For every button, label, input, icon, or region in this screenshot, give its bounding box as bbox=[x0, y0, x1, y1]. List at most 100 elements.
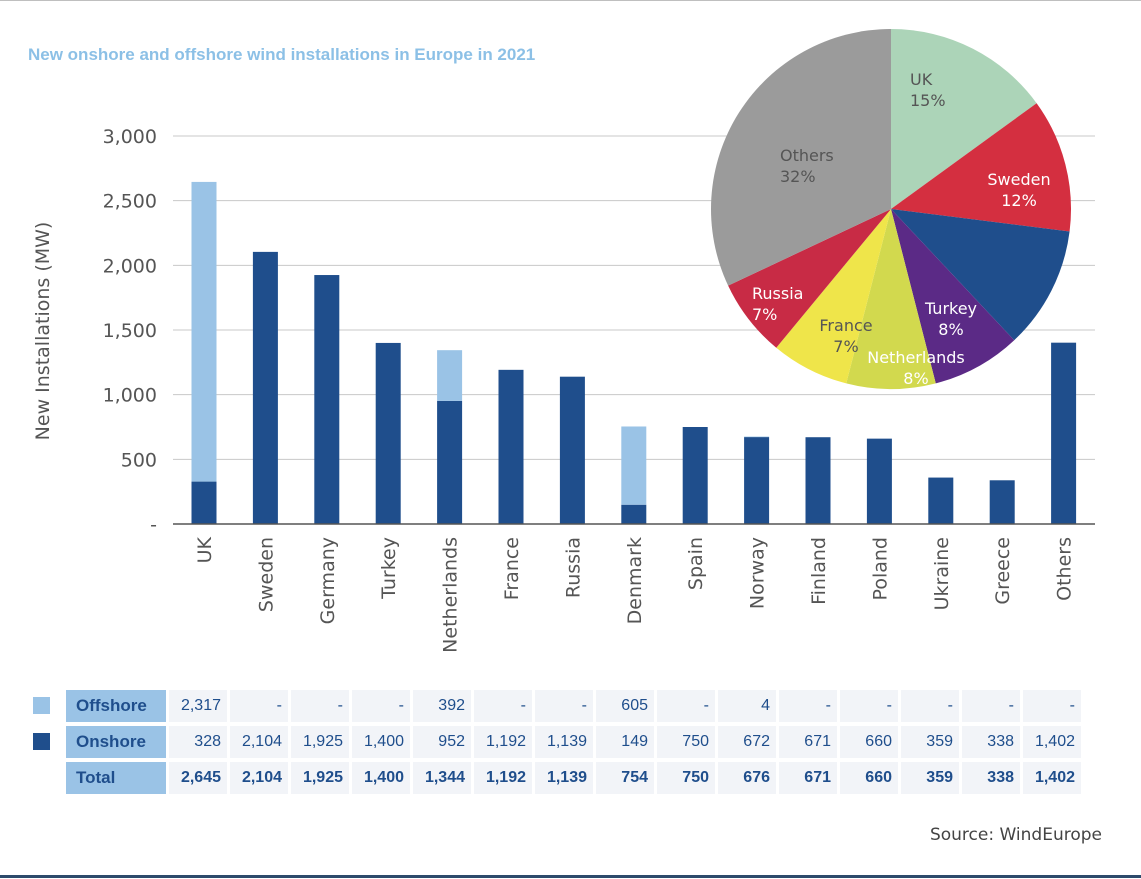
table-cell: 1,344 bbox=[413, 762, 471, 794]
chart-title: New onshore and offshore wind installati… bbox=[28, 45, 535, 64]
table-cell: 338 bbox=[962, 726, 1020, 758]
pie-chart: UK15%Sweden12%Germany11%Turkey8%Netherla… bbox=[710, 29, 1071, 390]
table-cell: 605 bbox=[596, 690, 654, 722]
x-tick-label: France bbox=[501, 537, 523, 600]
table-cell: 328 bbox=[169, 726, 227, 758]
pie-pct-label: 12% bbox=[1001, 191, 1037, 210]
table-cell: 750 bbox=[657, 762, 715, 794]
table-cell: 2,104 bbox=[230, 762, 288, 794]
pie-pct-label: 32% bbox=[780, 167, 816, 186]
bars bbox=[191, 181, 1077, 524]
x-tick-label: Greece bbox=[992, 537, 1014, 605]
table-cell: - bbox=[901, 690, 959, 722]
x-tick-label: Denmark bbox=[624, 537, 646, 624]
pie-slice-germany bbox=[891, 209, 1070, 341]
x-tick-label: Russia bbox=[562, 537, 584, 598]
bar-onshore-denmark bbox=[621, 504, 647, 524]
legend-swatch bbox=[33, 697, 50, 715]
pie-label: Sweden bbox=[987, 170, 1050, 189]
pie-pct-label: 8% bbox=[903, 369, 928, 388]
table-cell: 671 bbox=[779, 726, 837, 758]
table-row-onshore: Onshore 328 2,104 1,925 1,400 952 1,192 1,139 14… bbox=[33, 726, 1081, 758]
pie-pct-label: 15% bbox=[910, 91, 946, 110]
bar-onshore-france bbox=[498, 369, 524, 524]
x-tick-label: Spain bbox=[685, 537, 707, 590]
table-cell: 338 bbox=[962, 762, 1020, 794]
x-tick-label: Sweden bbox=[255, 537, 277, 612]
x-tick-label: Netherlands bbox=[440, 537, 462, 653]
x-tick-label: Norway bbox=[747, 537, 769, 609]
bar-onshore-ukraine bbox=[928, 477, 954, 524]
table-cell: 1,139 bbox=[535, 762, 593, 794]
x-tick-label: Others bbox=[1054, 537, 1076, 601]
table-cell: 754 bbox=[596, 762, 654, 794]
bar-onshore-norway bbox=[744, 437, 770, 524]
row-header: Total bbox=[66, 762, 166, 794]
bar-onshore-russia bbox=[559, 376, 585, 524]
table-cell: 1,402 bbox=[1023, 762, 1081, 794]
pie-label: Netherlands bbox=[867, 348, 965, 367]
table-cell: 1,139 bbox=[535, 726, 593, 758]
table-cell: 660 bbox=[840, 762, 898, 794]
legend-swatch-cell bbox=[33, 762, 63, 794]
pie-slice-russia bbox=[728, 209, 891, 348]
pie-label: Turkey bbox=[924, 299, 977, 318]
table-cell: - bbox=[1023, 690, 1081, 722]
table-cell: 952 bbox=[413, 726, 471, 758]
table-cell: 2,104 bbox=[230, 726, 288, 758]
table-cell: 671 bbox=[779, 762, 837, 794]
table-cell: - bbox=[779, 690, 837, 722]
bar-onshore-spain bbox=[682, 427, 708, 524]
data-table: Offshore 2,317- - -392- -605-4- - - - - Onshore 32… bbox=[30, 686, 1084, 798]
pie-label: Others bbox=[780, 146, 834, 165]
bar-onshore-greece bbox=[989, 480, 1015, 524]
table-cell: 1,402 bbox=[1023, 726, 1081, 758]
table-cell: - bbox=[474, 690, 532, 722]
table-cell: 359 bbox=[901, 762, 959, 794]
bar-offshore-denmark bbox=[621, 426, 647, 505]
bar-onshore-germany bbox=[314, 275, 340, 524]
pie-pct-label: 7% bbox=[752, 305, 777, 324]
x-tick-label: UK bbox=[194, 536, 216, 563]
y-tick-label: 1,000 bbox=[103, 385, 157, 407]
row-header: Onshore bbox=[66, 726, 166, 758]
table-cell: 750 bbox=[657, 726, 715, 758]
table-cell: 1,925 bbox=[291, 762, 349, 794]
legend-swatch-cell bbox=[33, 726, 63, 758]
bar-offshore-uk bbox=[191, 181, 217, 482]
x-tick-label: Poland bbox=[869, 537, 891, 600]
table-cell: - bbox=[962, 690, 1020, 722]
pie-pct-label: 7% bbox=[833, 337, 858, 356]
x-tick-label: Turkey bbox=[378, 537, 400, 600]
y-tick-label: 2,500 bbox=[103, 191, 157, 213]
y-axis-ticks: - 500 1,000 1,500 2,000 2,500 3,000 bbox=[103, 126, 157, 536]
bar-onshore-finland bbox=[805, 437, 831, 524]
table-cell: 660 bbox=[840, 726, 898, 758]
bar-onshore-others bbox=[1051, 342, 1077, 524]
x-tick-label: Finland bbox=[808, 537, 830, 605]
y-tick-label: 2,000 bbox=[103, 255, 157, 277]
pie-label: UK bbox=[910, 70, 933, 89]
source-note: Source: WindEurope bbox=[930, 825, 1102, 845]
bar-offshore-norway bbox=[744, 436, 770, 438]
pie-slice-others bbox=[710, 29, 891, 286]
table-cell: - bbox=[291, 690, 349, 722]
table-cell: 1,192 bbox=[474, 726, 532, 758]
table-cell: 1,400 bbox=[352, 762, 410, 794]
y-tick-label: - bbox=[150, 514, 157, 536]
pie-slice-sweden bbox=[891, 103, 1071, 232]
x-tick-label: Ukraine bbox=[931, 537, 953, 610]
table-cell: 1,400 bbox=[352, 726, 410, 758]
bar-onshore-sweden bbox=[252, 251, 278, 524]
table-cell: - bbox=[657, 690, 715, 722]
x-tick-label: Germany bbox=[317, 537, 339, 624]
bar-onshore-uk bbox=[191, 481, 217, 524]
bar-offshore-netherlands bbox=[437, 350, 463, 401]
legend-swatch-cell bbox=[33, 690, 63, 722]
table-cell: 2,645 bbox=[169, 762, 227, 794]
y-tick-label: 1,500 bbox=[103, 320, 157, 342]
table-cell: 672 bbox=[718, 726, 776, 758]
pie-pct-label: 8% bbox=[938, 320, 963, 339]
chart-area: New onshore and offshore wind installati… bbox=[28, 29, 1095, 653]
pie-label: France bbox=[819, 316, 872, 335]
